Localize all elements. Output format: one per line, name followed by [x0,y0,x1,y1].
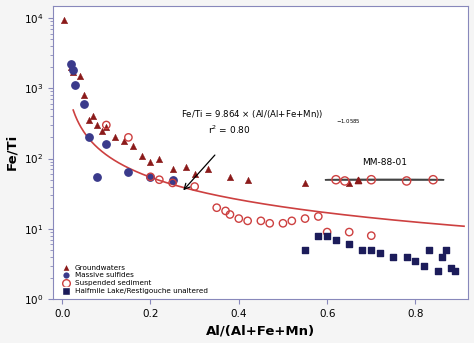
Text: MM-88-01: MM-88-01 [362,158,407,167]
Point [169,167,176,172]
Point [69,69,77,75]
Point [443,247,450,253]
Point [94,122,101,128]
Point [67,64,75,70]
Point [76,73,83,79]
Point [102,141,110,147]
Point [146,174,154,179]
Point [434,269,441,274]
Point [129,143,137,149]
Point [169,177,176,182]
Point [403,254,410,260]
Point [61,17,68,22]
Point [323,229,331,235]
Y-axis label: Fe/Ti: Fe/Ti [6,134,18,170]
Text: Fe/Ti = 9.864 $\times$ (Al/(Al+Fe+Mn)): Fe/Ti = 9.864 $\times$ (Al/(Al+Fe+Mn)) [182,108,324,120]
Point [125,135,132,140]
Point [81,92,88,98]
Point [213,205,220,211]
Point [403,178,410,184]
Point [85,135,92,140]
Point [367,177,375,182]
Point [81,101,88,107]
Point [315,214,322,219]
Point [125,169,132,175]
Point [332,177,340,182]
Point [120,138,128,143]
Point [279,221,287,226]
Point [376,250,384,256]
Point [67,61,75,67]
Point [244,218,251,224]
Point [85,118,92,123]
X-axis label: Al/(Al+Fe+Mn): Al/(Al+Fe+Mn) [206,324,316,338]
Legend: Groundwaters, Massive sulfides, Suspended sediment, Halfmile Lake/Restigouche un: Groundwaters, Massive sulfides, Suspende… [57,263,210,296]
Point [367,233,375,238]
Point [191,184,199,189]
Point [146,159,154,165]
Point [341,178,348,184]
Point [425,247,432,253]
Point [346,242,353,247]
Point [111,135,119,140]
Point [420,263,428,268]
Point [451,269,459,274]
Point [69,68,77,73]
Point [146,174,154,179]
Point [359,247,366,253]
Point [138,153,146,158]
Point [266,221,273,226]
Point [244,177,251,182]
Point [182,165,190,170]
Point [155,177,163,182]
Point [98,128,106,133]
Point [169,180,176,186]
Point [346,229,353,235]
Point [367,247,375,253]
Point [226,212,234,217]
Point [447,265,455,271]
Point [89,114,97,119]
Point [354,177,362,182]
Point [411,258,419,264]
Point [155,156,163,161]
Point [257,218,264,224]
Point [438,254,446,260]
Point [102,122,110,128]
Point [315,233,322,238]
Text: r$^2$ = 0.80: r$^2$ = 0.80 [208,123,250,136]
Point [204,167,212,172]
Point [429,177,437,182]
Point [226,174,234,179]
Point [72,83,79,88]
Point [222,208,229,214]
Point [390,254,397,260]
Point [94,174,101,179]
Point [191,172,199,177]
Point [288,218,296,224]
Point [332,237,340,243]
Point [102,125,110,130]
Point [301,180,309,186]
Point [346,180,353,186]
Point [323,233,331,238]
Point [301,247,309,253]
Point [235,216,243,221]
Point [301,216,309,221]
Text: $^{-1.0585}$: $^{-1.0585}$ [336,118,361,127]
